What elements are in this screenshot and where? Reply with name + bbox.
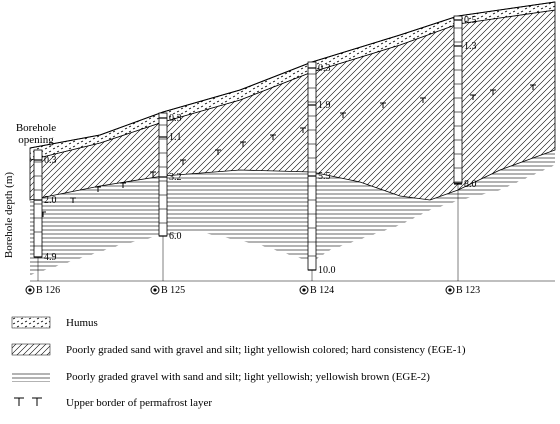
depth-label: 8.0 xyxy=(464,179,477,190)
depth-label: 1.1 xyxy=(169,132,182,143)
legend-text: Humus xyxy=(66,317,98,329)
borehole-column xyxy=(453,15,463,184)
borehole-column xyxy=(33,149,43,258)
borehole-label: B 125 xyxy=(161,285,185,296)
borehole-symbol-dot xyxy=(448,288,452,292)
depth-label: 1.3 xyxy=(464,41,477,52)
borehole-symbol-dot xyxy=(302,288,306,292)
opening-label: Borehole opening xyxy=(15,122,57,146)
borehole-label: B 126 xyxy=(36,285,60,296)
depth-label: 0.3 xyxy=(44,155,57,166)
depth-label: 3.2 xyxy=(169,172,182,183)
legend-swatch xyxy=(12,371,50,382)
depth-label: 4.9 xyxy=(44,252,57,263)
depth-label: 0.3 xyxy=(169,113,182,124)
depth-label: 5.5 xyxy=(318,171,331,182)
depth-label: 2.0 xyxy=(44,195,57,206)
legend-swatch xyxy=(11,316,51,329)
depth-label: 10.0 xyxy=(318,265,336,276)
legend-text: Poorly graded sand with gravel and silt;… xyxy=(66,344,466,356)
borehole-label: B 123 xyxy=(456,285,480,296)
depth-label: 6.0 xyxy=(169,231,182,242)
depth-label: 0.5 xyxy=(464,15,477,26)
legend-text: Upper border of permafrost layer xyxy=(66,397,212,409)
borehole-column xyxy=(307,61,317,271)
legend-swatch xyxy=(11,343,51,356)
permafrost-marks xyxy=(40,84,536,217)
axis-label: Borehole depth (m) xyxy=(3,172,15,258)
borehole-symbol-dot xyxy=(28,288,32,292)
borehole-label: B 124 xyxy=(310,285,334,296)
sand-layer xyxy=(29,9,556,201)
legend-text: Poorly graded gravel with sand and silt;… xyxy=(66,371,430,383)
ground-surface xyxy=(29,1,556,149)
legend-swatch xyxy=(14,397,42,406)
depth-label: 1.9 xyxy=(318,100,331,111)
borehole-symbol-dot xyxy=(153,288,157,292)
depth-label: 0.3 xyxy=(318,63,331,74)
borehole-column xyxy=(158,112,168,237)
